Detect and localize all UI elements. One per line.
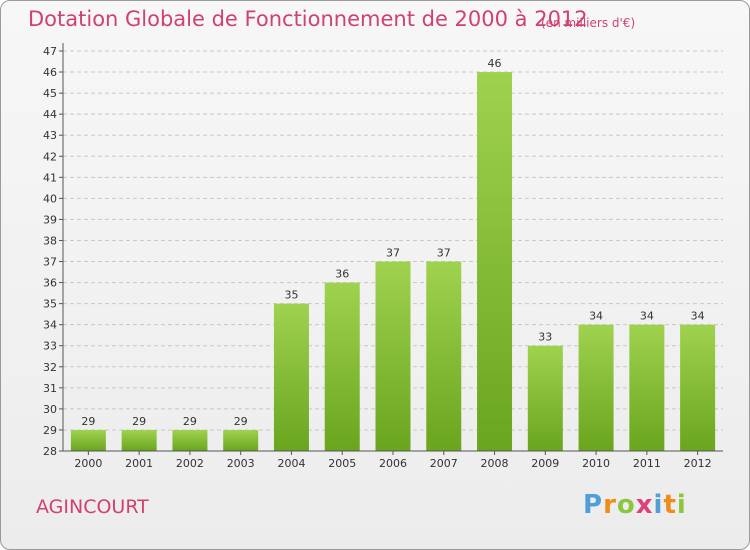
chart-subtitle: (en milliers d'€): [541, 16, 636, 30]
y-tick-label: 42: [43, 150, 57, 163]
bar-2011: [629, 324, 665, 451]
y-tick-label: 47: [43, 45, 57, 58]
x-tick-label: 2012: [684, 457, 712, 470]
data-label: 34: [589, 310, 603, 323]
y-tick-label: 33: [43, 340, 57, 353]
y-tick-label: 41: [43, 171, 57, 184]
bar-2000: [70, 429, 106, 451]
bar-2005: [324, 282, 360, 451]
x-tick-label: 2002: [176, 457, 204, 470]
x-tick-label: 2011: [633, 457, 661, 470]
data-label: 35: [284, 289, 298, 302]
x-tick-label: 2003: [227, 457, 255, 470]
y-tick-label: 38: [43, 234, 57, 247]
x-tick-label: 2001: [125, 457, 153, 470]
x-tick-label: 2010: [582, 457, 610, 470]
data-label: 34: [691, 310, 705, 323]
bar-2003: [223, 429, 259, 451]
data-label: 29: [132, 415, 146, 428]
y-tick-label: 28: [43, 445, 57, 458]
data-label: 34: [640, 310, 654, 323]
x-tick-label: 2006: [379, 457, 407, 470]
bar-2012: [680, 324, 716, 451]
x-tick-label: 2009: [531, 457, 559, 470]
proxiti-logo: Proxiti: [583, 490, 687, 520]
data-label: 29: [183, 415, 197, 428]
bar-2007: [426, 261, 462, 451]
bar-2010: [578, 324, 614, 451]
y-tick-label: 29: [43, 424, 57, 437]
y-tick-label: 30: [43, 403, 57, 416]
y-tick-label: 35: [43, 298, 57, 311]
y-tick-label: 34: [43, 319, 57, 332]
commune-name: AGINCOURT: [36, 496, 149, 518]
bar-2008: [477, 72, 513, 451]
x-tick-label: 2007: [430, 457, 458, 470]
x-tick-label: 2008: [481, 457, 509, 470]
x-tick-label: 2005: [328, 457, 356, 470]
x-tick-label: 2004: [277, 457, 305, 470]
data-label: 36: [335, 268, 349, 281]
y-tick-label: 37: [43, 256, 57, 269]
bar-2009: [527, 345, 563, 451]
data-label: 37: [437, 247, 451, 260]
y-tick-label: 43: [43, 129, 57, 142]
y-tick-label: 45: [43, 87, 57, 100]
data-label: 29: [234, 415, 248, 428]
bar-2002: [172, 429, 208, 451]
x-tick-label: 2000: [74, 457, 102, 470]
bar-2004: [273, 303, 309, 451]
y-tick-label: 44: [43, 108, 57, 121]
chart-title: Dotation Globale de Fonctionnement de 20…: [28, 7, 588, 31]
y-tick-label: 46: [43, 66, 57, 79]
data-label: 33: [538, 331, 552, 344]
bar-2006: [375, 261, 411, 451]
y-tick-label: 32: [43, 361, 57, 374]
bar-2001: [121, 429, 157, 451]
data-label: 46: [488, 57, 502, 70]
data-label: 29: [81, 415, 95, 428]
data-label: 37: [386, 247, 400, 260]
y-tick-label: 39: [43, 213, 57, 226]
y-tick-label: 40: [43, 192, 57, 205]
y-tick-label: 36: [43, 277, 57, 290]
y-tick-label: 31: [43, 382, 57, 395]
